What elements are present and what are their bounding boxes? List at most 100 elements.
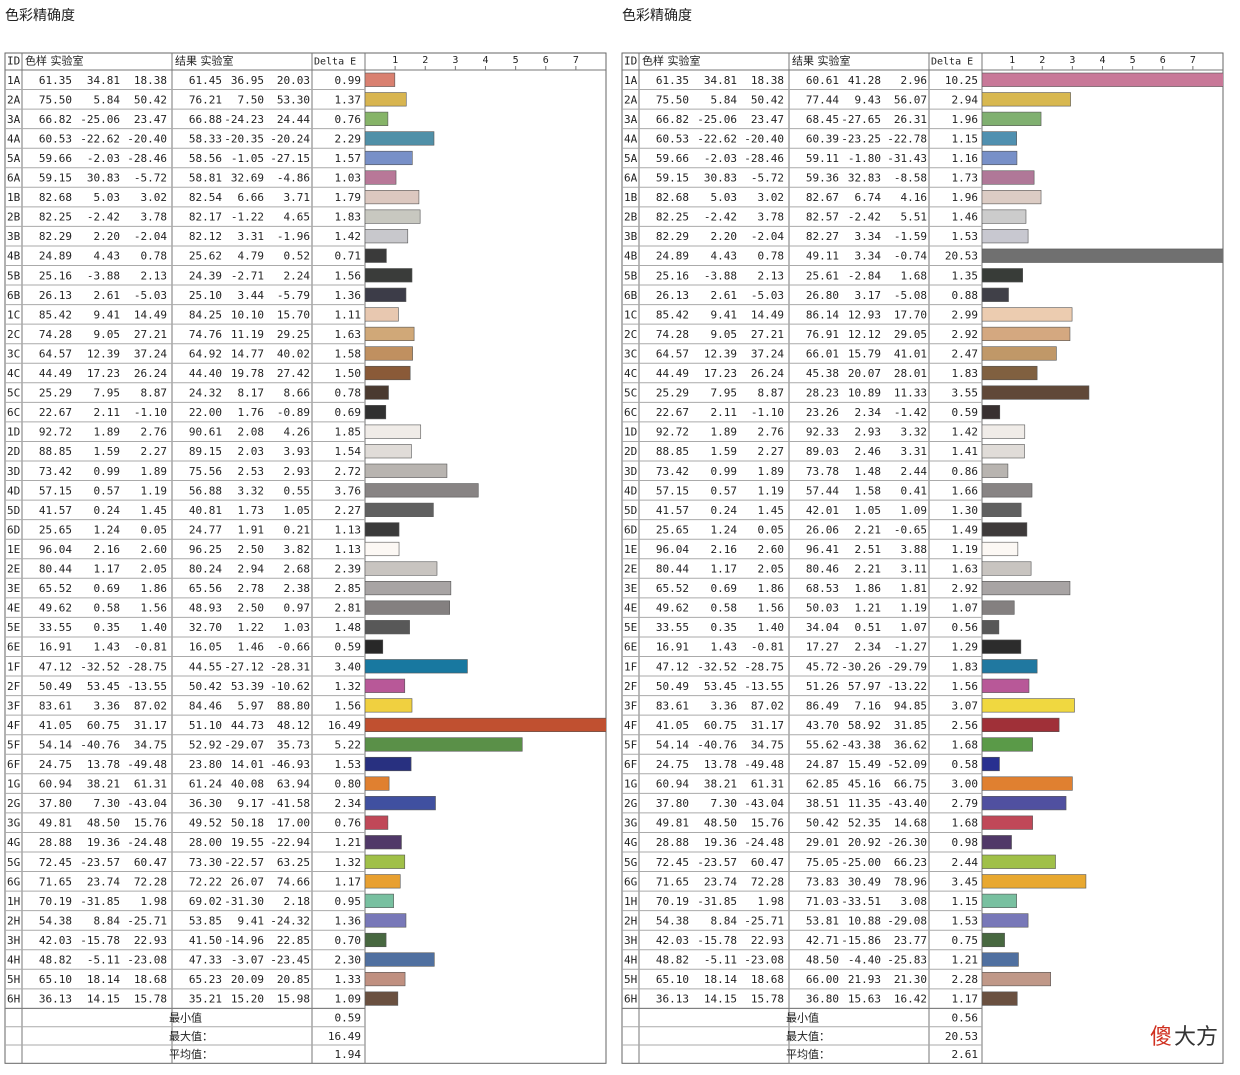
sample-value: 25.29 <box>656 387 689 400</box>
sample-value: 82.68 <box>39 191 72 204</box>
sample-value: 2.27 <box>141 445 168 458</box>
sample-value: -25.06 <box>80 113 120 126</box>
sample-value: 15.76 <box>751 817 784 830</box>
delta-e-bar <box>982 72 1223 87</box>
result-value: 61.24 <box>189 778 222 791</box>
row-id: 2H <box>7 914 20 927</box>
sample-value: 24.75 <box>656 758 689 771</box>
delta-e-value: 2.29 <box>335 132 362 145</box>
row-id: 2F <box>624 680 637 693</box>
sample-value: 7.95 <box>711 387 738 400</box>
delta-e-bar <box>365 600 450 615</box>
sample-value: 22.67 <box>39 406 72 419</box>
result-value: 29.05 <box>894 328 927 341</box>
result-value: 6.74 <box>855 191 882 204</box>
row-id: 4D <box>624 484 637 497</box>
result-value: 75.56 <box>189 465 222 478</box>
result-value: -14.96 <box>224 934 264 947</box>
result-value: 66.88 <box>189 113 222 126</box>
result-value: 45.16 <box>848 778 881 791</box>
delta-e-bar <box>365 209 421 224</box>
result-value: -43.38 <box>841 738 881 751</box>
sample-value: 50.49 <box>39 680 72 693</box>
row-id: 6B <box>7 289 21 302</box>
result-value: -0.65 <box>894 523 927 536</box>
summary-value: 0.56 <box>952 1012 979 1025</box>
header-sample: 色样 实验室 <box>25 54 84 68</box>
delta-e-bar <box>982 268 1023 283</box>
row-id: 6A <box>7 172 21 185</box>
result-value: -25.00 <box>841 856 881 869</box>
delta-e-bar <box>982 326 1071 341</box>
result-value: 2.38 <box>284 582 311 595</box>
result-value: 75.05 <box>806 856 839 869</box>
result-value: 47.33 <box>189 954 222 967</box>
row-id: 1D <box>624 426 637 439</box>
row-id: 6B <box>624 289 638 302</box>
delta-e-bar <box>982 854 1056 869</box>
result-value: 30.49 <box>848 875 881 888</box>
result-value: 27.42 <box>277 367 310 380</box>
sample-value: 59.66 <box>39 152 72 165</box>
result-value: 29.25 <box>277 328 310 341</box>
result-value: 59.11 <box>806 152 839 165</box>
result-value: 66.23 <box>894 856 927 869</box>
sample-value: 25.16 <box>656 269 689 282</box>
sample-value: 0.69 <box>711 582 738 595</box>
delta-e-bar <box>365 952 435 967</box>
result-value: 51.26 <box>806 680 839 693</box>
sample-value: 16.91 <box>39 641 72 654</box>
sample-value: 72.28 <box>751 875 784 888</box>
sample-value: 9.41 <box>711 308 738 321</box>
panel-title: 色彩精确度 <box>5 7 75 24</box>
delta-e-bar <box>365 92 407 107</box>
delta-e-bar <box>365 776 390 791</box>
delta-e-bar <box>982 893 1017 908</box>
delta-e-value: 0.76 <box>335 113 362 126</box>
sample-value: 85.42 <box>39 308 72 321</box>
delta-e-value: 5.22 <box>335 738 362 751</box>
sample-value: 33.55 <box>39 621 72 634</box>
delta-e-value: 1.32 <box>335 856 362 869</box>
delta-e-bar <box>365 913 407 928</box>
sample-value: 2.61 <box>711 289 738 302</box>
row-id: 2B <box>7 211 21 224</box>
sample-value: 2.20 <box>94 230 121 243</box>
result-value: -2.84 <box>848 269 881 282</box>
delta-e-value: 1.15 <box>952 895 979 908</box>
result-value: 68.53 <box>806 582 839 595</box>
delta-e-bar <box>982 932 1005 948</box>
sample-value: 88.85 <box>656 445 689 458</box>
sample-value: 5.03 <box>711 191 738 204</box>
sample-value: 49.62 <box>656 602 689 615</box>
result-value: 2.21 <box>855 563 882 576</box>
result-value: 96.25 <box>189 543 222 556</box>
row-id: 6G <box>624 875 637 888</box>
delta-e-value: 2.56 <box>952 719 979 732</box>
delta-e-bar <box>365 796 436 811</box>
delta-e-value: 3.55 <box>952 387 979 400</box>
result-value: 68.45 <box>806 113 839 126</box>
result-value: 15.49 <box>848 758 881 771</box>
sample-value: 41.57 <box>39 504 72 517</box>
row-id: 4C <box>7 367 20 380</box>
sample-value: -25.06 <box>697 113 737 126</box>
sample-value: -2.04 <box>134 230 167 243</box>
row-id: 1H <box>7 895 20 908</box>
sample-value: 26.13 <box>656 289 689 302</box>
row-id: 5B <box>624 269 638 282</box>
sample-value: 3.02 <box>141 191 168 204</box>
result-value: 49.11 <box>806 250 839 263</box>
result-value: 0.97 <box>284 602 311 615</box>
row-id: 3G <box>624 817 637 830</box>
delta-e-bar <box>982 620 1000 635</box>
tick-label: 3 <box>1069 55 1075 66</box>
result-value: 41.01 <box>894 347 927 360</box>
sample-value: 16.91 <box>656 641 689 654</box>
sample-value: 15.76 <box>134 817 167 830</box>
result-value: 2.94 <box>238 563 265 576</box>
result-value: 57.97 <box>848 680 881 693</box>
sample-value: -23.57 <box>80 856 120 869</box>
sample-value: 53.45 <box>87 680 120 693</box>
result-value: 84.46 <box>189 699 222 712</box>
